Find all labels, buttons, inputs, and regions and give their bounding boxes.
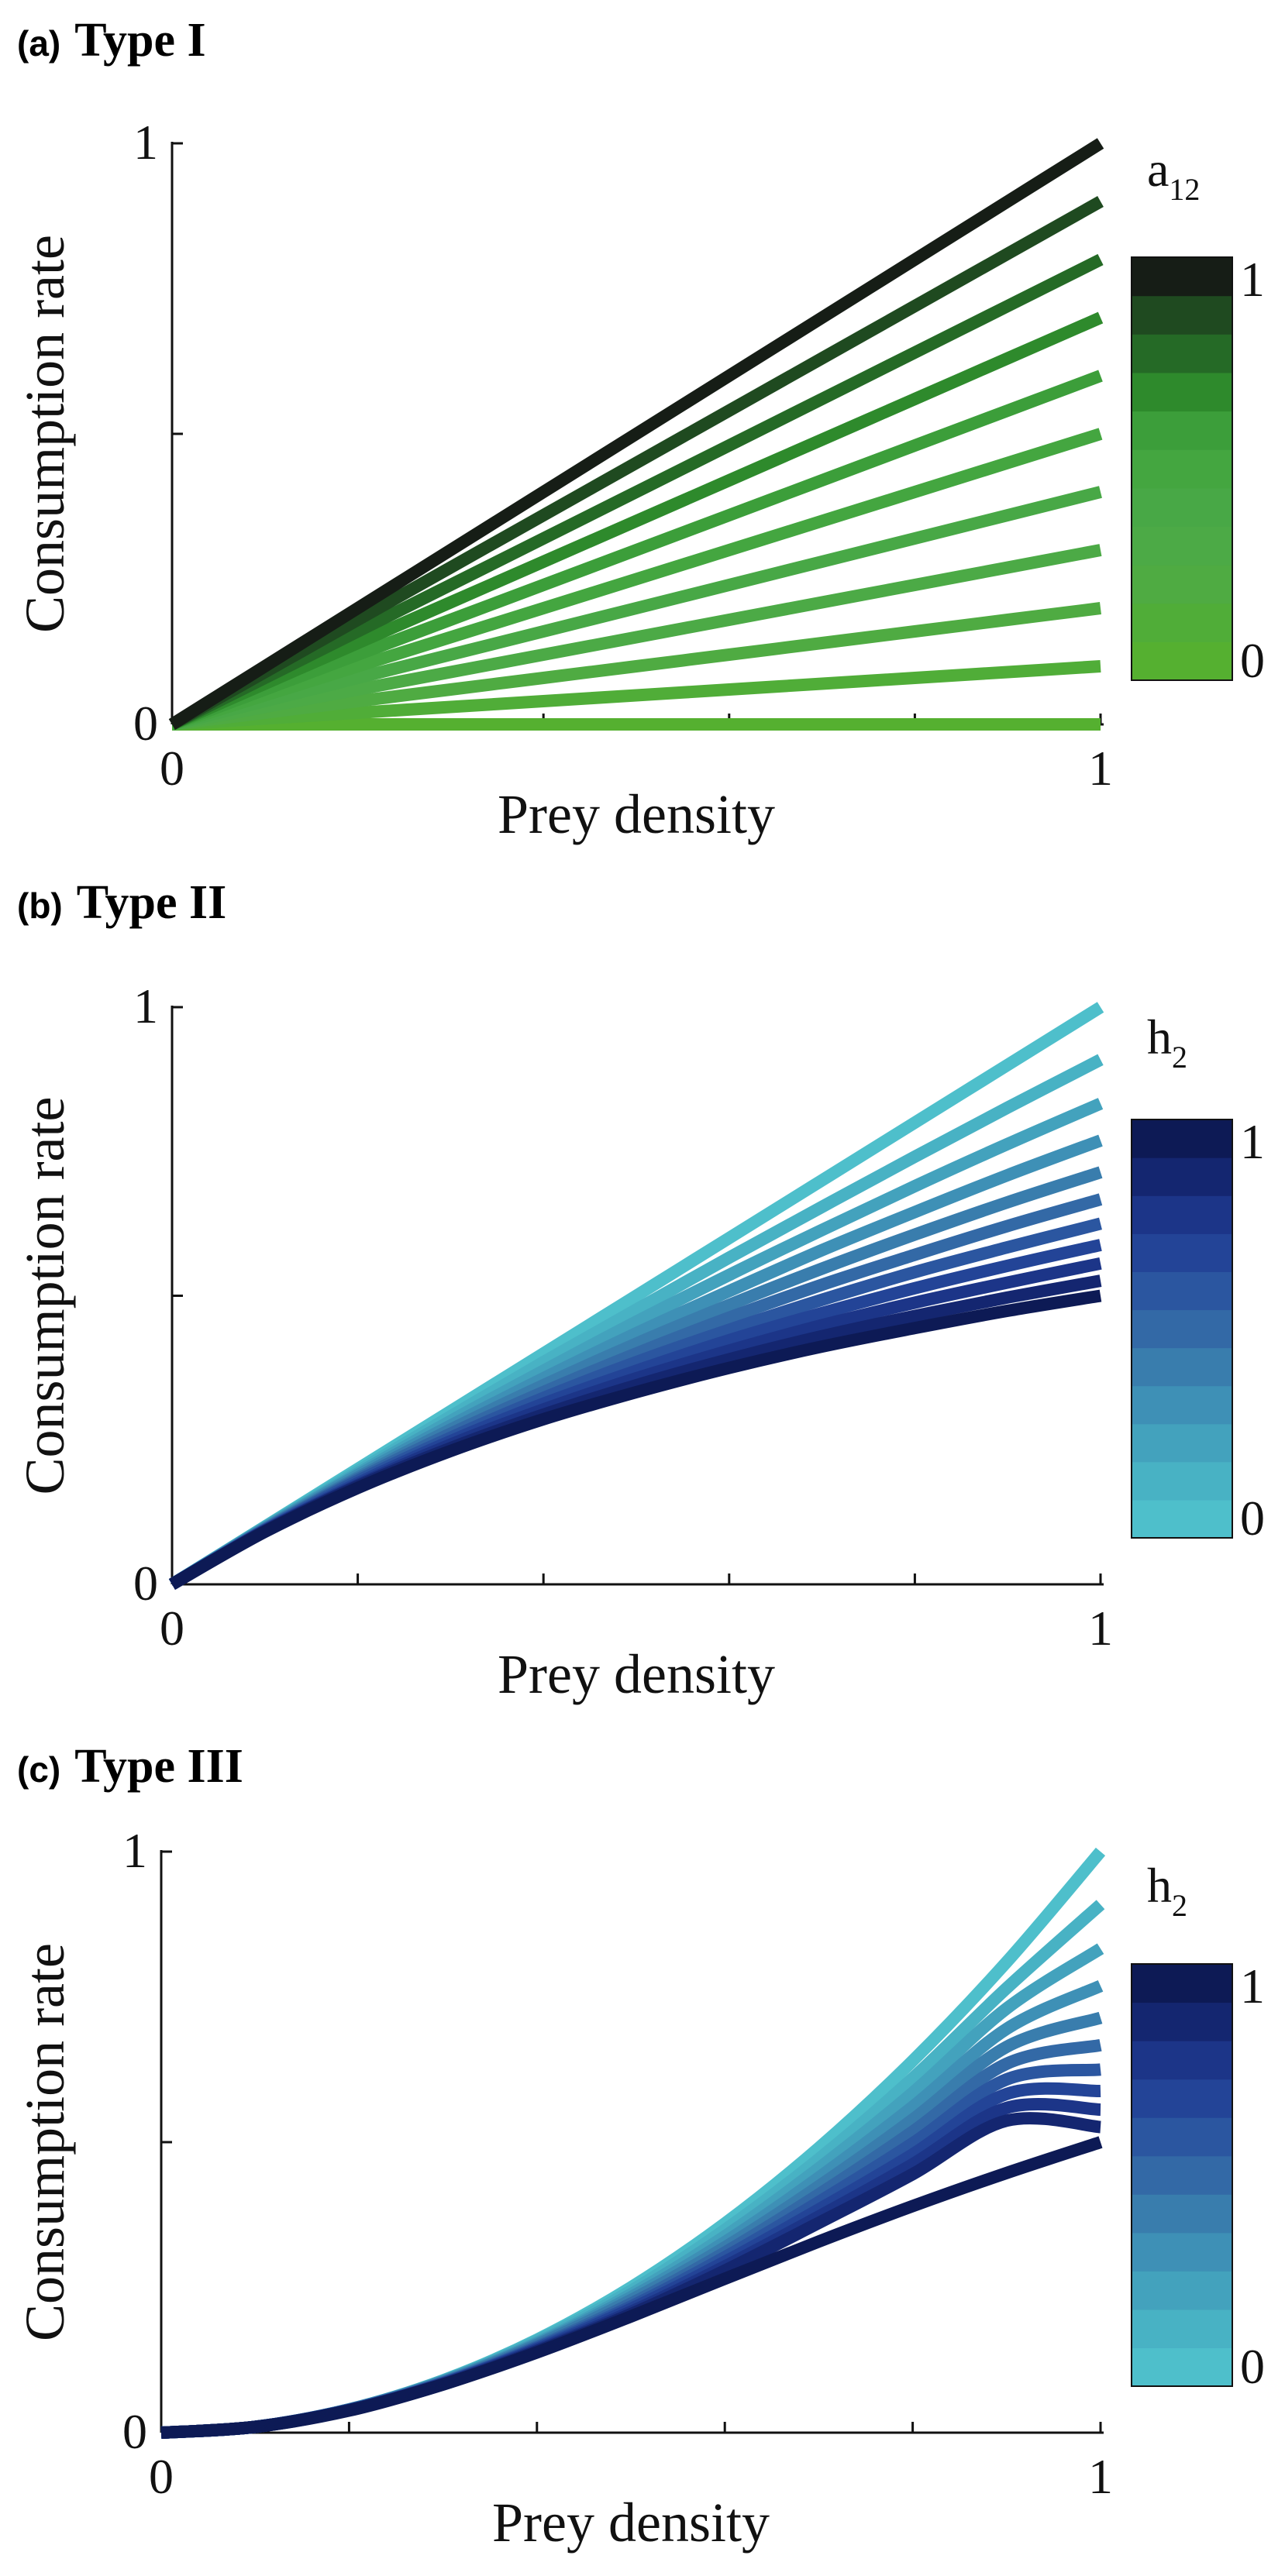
series-line-7	[169, 311, 1104, 731]
panel-title: Type I	[74, 14, 205, 67]
series-line-10	[169, 1289, 1102, 1590]
colorbar-segment	[1132, 1461, 1232, 1501]
colorbar-segment	[1132, 2347, 1232, 2387]
colorbar-title: a12	[1147, 142, 1200, 207]
series-line-10	[160, 2136, 1103, 2439]
colorbar-segment	[1132, 334, 1232, 373]
panel-title: Type II	[77, 876, 227, 929]
colorbar-segment	[1132, 2002, 1232, 2041]
series-line-4	[171, 486, 1102, 731]
y-tick-label: 0	[122, 2404, 147, 2459]
series-line-9	[160, 2112, 1101, 2439]
colorbar-title-sub: 12	[1169, 172, 1200, 207]
y-tick-label: 0	[133, 1556, 158, 1611]
series-line-3	[171, 544, 1102, 731]
x-axis-label: Prey density	[498, 783, 775, 845]
x-tick-label: 0	[160, 1601, 184, 1656]
x-tick-label: 1	[1088, 1601, 1113, 1656]
colorbar-segment	[1132, 487, 1232, 527]
colorbar-segment	[1132, 1271, 1232, 1311]
y-tick-label: 1	[133, 115, 158, 170]
colorbar-title-sub: 2	[1172, 1040, 1187, 1075]
colorbar-segment	[1132, 1964, 1232, 2003]
panel-label: (b) Type II	[17, 876, 226, 929]
series-line-5	[170, 428, 1103, 731]
y-tick-label: 1	[133, 978, 158, 1033]
colorbar-segment	[1132, 257, 1232, 297]
colorbar-frame	[1131, 256, 1233, 681]
colorbar-segment	[1132, 2117, 1232, 2157]
colorbar-segment	[1132, 372, 1232, 412]
colorbar-segment	[1132, 1499, 1232, 1539]
colorbar-max-label: 1	[1240, 1959, 1265, 2014]
series-line-4	[160, 2011, 1103, 2439]
series-line-2	[171, 602, 1101, 731]
series-line-6	[170, 370, 1103, 731]
colorbar-segment	[1132, 295, 1232, 335]
colorbar-segment	[1132, 1423, 1232, 1463]
colorbar-segment	[1132, 526, 1232, 566]
x-axis-label: Prey density	[498, 1643, 775, 1705]
colorbar-title-main: h	[1147, 1858, 1172, 1913]
colorbar-title-main: a	[1147, 142, 1169, 197]
series-line-9	[169, 196, 1104, 730]
y-tick-label: 1	[122, 1823, 147, 1878]
colorbar-frame	[1131, 1963, 1233, 2387]
y-axis-label: Consumption rate	[14, 235, 76, 633]
colorbar-title-main: h	[1147, 1009, 1172, 1064]
colorbar-min-label: 0	[1240, 2339, 1265, 2394]
colorbar-segment	[1132, 2271, 1232, 2310]
x-tick-label: 1	[1088, 2449, 1113, 2504]
panel-tag: (b)	[17, 886, 63, 926]
series-line-1	[171, 660, 1101, 731]
colorbar-title: h2	[1147, 1009, 1187, 1075]
panel-label: (c) Type III	[17, 1740, 243, 1793]
series-line-10	[168, 138, 1104, 730]
colorbar-max-label: 1	[1240, 252, 1265, 307]
colorbar-segment	[1132, 2232, 1232, 2272]
colorbar-segment	[1132, 2155, 1232, 2195]
colorbar-title-sub: 2	[1172, 1888, 1187, 1923]
colorbar-segment	[1132, 1233, 1232, 1272]
colorbar-segment	[1132, 2194, 1232, 2234]
colorbar-segment	[1132, 1309, 1232, 1349]
colorbar-segment	[1132, 2041, 1232, 2080]
series-line-1	[160, 1900, 1105, 2439]
x-tick-label: 0	[160, 741, 184, 796]
colorbar-title: h2	[1147, 1858, 1187, 1923]
colorbar-segment	[1132, 1119, 1232, 1158]
panel-b: (b) Type II 0 1 0 1 Prey density Consumption ra…	[14, 876, 1265, 1705]
colorbar-segment	[1132, 641, 1232, 681]
panel-label: (a) Type I	[17, 14, 206, 67]
colorbar-segment	[1132, 603, 1232, 642]
panel-tag: (c)	[17, 1749, 60, 1790]
colorbar-segment	[1132, 411, 1232, 450]
series-line-8	[160, 2098, 1101, 2439]
colorbar-min-label: 0	[1240, 633, 1265, 688]
series-line-8	[169, 253, 1104, 731]
y-axis-label: Consumption rate	[14, 1097, 76, 1495]
colorbar-max-label: 1	[1240, 1114, 1265, 1169]
colorbar-frame	[1131, 1119, 1233, 1539]
colorbar-segment	[1132, 2309, 1232, 2348]
y-axis-label: Consumption rate	[14, 1943, 76, 2341]
colorbar-segment	[1132, 2079, 1232, 2118]
colorbar-segment	[1132, 449, 1232, 489]
colorbar-segment	[1132, 1195, 1232, 1234]
x-tick-label: 1	[1088, 741, 1113, 796]
panel-title: Type III	[74, 1740, 243, 1793]
panel-c: (c) Type III 0 1 0 1 Prey density Consumption r…	[14, 1740, 1265, 2554]
colorbar-segment	[1132, 565, 1232, 604]
panel-tag: (a)	[17, 23, 60, 64]
y-tick-label: 0	[133, 696, 158, 751]
colorbar-min-label: 0	[1240, 1491, 1265, 1546]
colorbar-segment	[1132, 1385, 1232, 1425]
colorbar-segment	[1132, 1157, 1232, 1196]
x-tick-label: 0	[149, 2449, 174, 2504]
panel-a: (a) Type I 0 1 0 1 Prey density Consumption rat…	[14, 14, 1265, 845]
colorbar-segment	[1132, 1347, 1232, 1387]
x-axis-label: Prey density	[492, 2492, 770, 2554]
